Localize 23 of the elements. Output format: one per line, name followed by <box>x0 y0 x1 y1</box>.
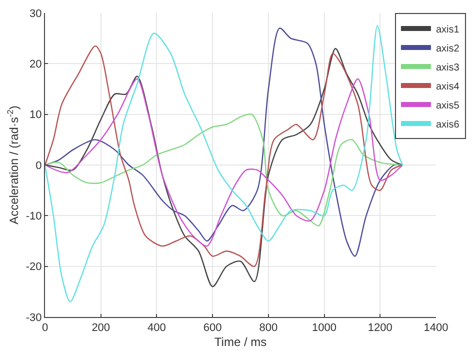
x-tick-label: 1400 <box>424 322 448 334</box>
legend-label: axis3 <box>436 62 460 74</box>
y-tick-label: -30 <box>26 312 42 324</box>
y-tick-label: 0 <box>36 160 42 172</box>
legend-label: axis4 <box>436 81 460 92</box>
x-tick-label: 600 <box>203 322 222 334</box>
legend-label: axis5 <box>436 100 460 112</box>
y-tick-label: -20 <box>26 261 42 274</box>
x-tick-label: 1200 <box>368 322 392 334</box>
y-tick-label: -10 <box>26 210 42 223</box>
x-tick-label: 800 <box>259 322 278 334</box>
legend-label: axis2 <box>436 43 460 54</box>
legend-label: axis6 <box>436 119 460 130</box>
y-tick-label: 10 <box>30 109 42 122</box>
x-tick-label: 200 <box>92 322 110 334</box>
legend-label: axis1 <box>436 24 460 36</box>
x-tick-label: 400 <box>148 322 166 334</box>
y-tick-label: 20 <box>30 58 42 71</box>
x-tick-label: 1000 <box>312 322 337 334</box>
line-series <box>45 78 404 247</box>
y-tick-label: 30 <box>30 8 42 20</box>
x-axis-title: Time / ms <box>214 335 267 350</box>
line-series <box>45 114 404 226</box>
